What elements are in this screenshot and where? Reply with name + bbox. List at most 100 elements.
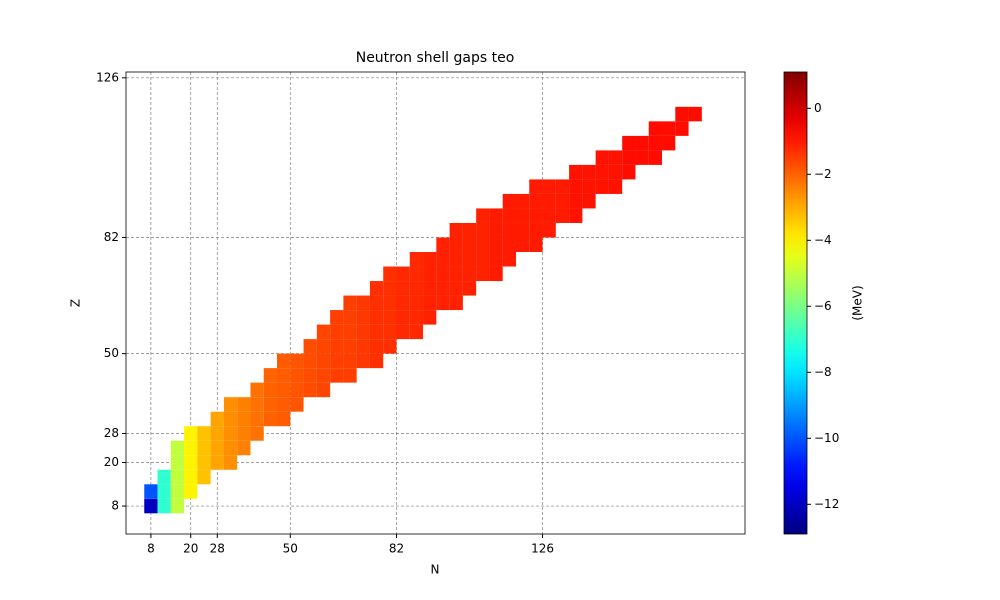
data-point <box>330 368 344 383</box>
data-point <box>449 237 463 253</box>
data-point <box>555 179 570 194</box>
data-point <box>210 426 224 441</box>
data-point <box>197 469 211 485</box>
data-point <box>529 193 543 209</box>
data-point <box>462 237 477 253</box>
data-point <box>343 353 357 369</box>
data-point <box>356 310 370 325</box>
data-point <box>197 426 211 441</box>
data-point <box>595 150 609 165</box>
colorbar-tick-label: −6 <box>814 299 832 313</box>
data-point <box>356 295 370 311</box>
data-point <box>569 179 583 194</box>
data-point <box>369 339 384 354</box>
x-tick-label: 126 <box>531 542 554 556</box>
data-point <box>502 193 516 209</box>
data-point <box>223 411 238 427</box>
data-point <box>502 252 516 267</box>
y-tick-label: 8 <box>111 499 119 513</box>
data-point <box>383 324 397 340</box>
colorbar-tick-label: −10 <box>814 431 839 445</box>
data-point <box>383 281 397 296</box>
data-point <box>383 310 397 325</box>
data-point <box>515 222 530 238</box>
data-point <box>608 164 623 180</box>
y-tick-label: 50 <box>104 346 119 360</box>
data-point <box>622 150 636 165</box>
data-point <box>223 426 238 441</box>
data-point <box>688 106 702 122</box>
data-point <box>436 295 450 311</box>
data-point <box>529 237 543 253</box>
data-point <box>502 222 516 238</box>
data-point <box>648 135 663 151</box>
data-point <box>423 310 437 325</box>
data-point <box>290 397 304 412</box>
data-point <box>383 266 397 282</box>
data-point <box>436 266 450 282</box>
data-point <box>502 237 516 253</box>
data-point <box>356 324 370 340</box>
data-point <box>277 382 291 398</box>
data-point <box>662 121 676 136</box>
data-point <box>529 222 543 238</box>
data-point <box>277 353 291 369</box>
data-point <box>449 266 463 282</box>
data-point <box>316 339 331 354</box>
data-point <box>316 368 331 383</box>
data-point <box>383 339 397 354</box>
data-point <box>396 266 410 282</box>
data-point <box>436 237 450 253</box>
data-point <box>622 135 636 151</box>
data-point <box>423 266 437 282</box>
colorbar-tick-label: −4 <box>814 233 832 247</box>
y-tick-label: 82 <box>104 230 119 244</box>
data-point <box>369 324 384 340</box>
data-point <box>542 179 556 194</box>
x-tick-label: 28 <box>210 542 225 556</box>
data-point <box>542 193 556 209</box>
data-point <box>290 382 304 398</box>
data-point <box>569 208 583 223</box>
colorbar <box>783 71 808 535</box>
data-point <box>396 295 410 311</box>
data-point <box>515 193 530 209</box>
data-point <box>290 368 304 383</box>
data-point <box>423 295 437 311</box>
x-tick-label: 82 <box>389 542 404 556</box>
y-tick-label: 28 <box>104 426 119 440</box>
data-point <box>369 295 384 311</box>
y-tick-label: 20 <box>104 455 119 469</box>
data-point <box>303 353 317 369</box>
data-point <box>369 353 384 369</box>
data-point <box>462 266 477 282</box>
data-point <box>157 469 171 485</box>
data-point <box>210 440 224 456</box>
data-point <box>436 252 450 267</box>
data-point <box>184 455 198 470</box>
data-point <box>343 295 357 311</box>
data-point <box>608 179 623 194</box>
data-point <box>529 179 543 194</box>
data-point <box>184 469 198 485</box>
data-point <box>489 222 503 238</box>
data-point <box>263 411 278 427</box>
data-point <box>409 281 424 296</box>
data-point <box>157 484 171 499</box>
data-point <box>409 252 424 267</box>
data-point <box>675 106 689 122</box>
data-point <box>250 426 264 441</box>
data-point <box>210 411 224 427</box>
chart-title: Neutron shell gaps teo <box>356 50 515 66</box>
data-point <box>157 498 171 514</box>
x-axis-label: N <box>431 563 440 577</box>
data-point <box>250 397 264 412</box>
data-point <box>223 440 238 456</box>
colorbar-tick-label: −2 <box>814 167 832 181</box>
data-point <box>250 382 264 398</box>
data-point <box>184 426 198 441</box>
data-point <box>184 484 198 499</box>
data-point <box>569 193 583 209</box>
data-point <box>502 208 516 223</box>
